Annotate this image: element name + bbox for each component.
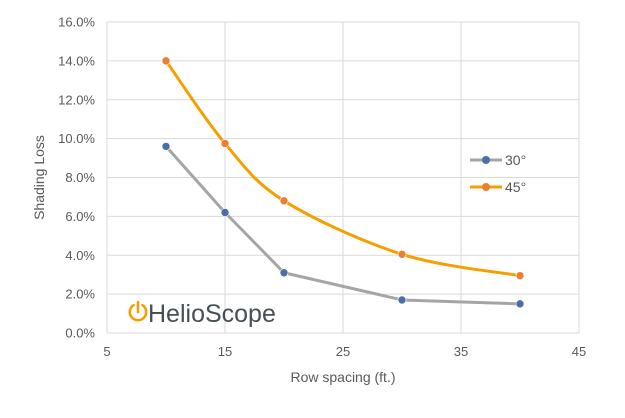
data-point <box>515 271 525 280</box>
series <box>161 56 525 309</box>
legend-marker <box>482 183 490 191</box>
y-tick-label: 14.0% <box>58 53 95 68</box>
data-point <box>279 268 289 278</box>
data-point <box>220 139 230 148</box>
y-tick-label: 2.0% <box>65 287 95 302</box>
x-tick-label: 35 <box>454 344 468 359</box>
logo-text: HelioScope <box>148 300 276 328</box>
data-point <box>161 56 171 66</box>
power-icon <box>128 300 148 322</box>
x-tick-label: 5 <box>103 344 110 359</box>
y-tick-label: 8.0% <box>65 170 95 185</box>
x-tick-label: 45 <box>572 344 586 359</box>
data-point <box>515 299 525 309</box>
y-tick-label: 10.0% <box>58 131 95 146</box>
data-point <box>397 249 407 259</box>
data-point <box>220 208 230 217</box>
x-axis-title: Row spacing (ft.) <box>290 369 395 385</box>
y-tick-label: 0.0% <box>65 326 95 341</box>
legend-label: 30° <box>505 152 526 168</box>
y-tick-label: 16.0% <box>58 15 95 30</box>
y-tick-label: 12.0% <box>58 92 95 107</box>
x-tick-label: 15 <box>218 344 232 359</box>
y-tick-label: 6.0% <box>65 209 95 224</box>
y-tick-label: 4.0% <box>65 248 95 263</box>
data-point <box>397 295 407 305</box>
legend-marker <box>482 156 490 164</box>
y-axis-title: Shading Loss <box>31 135 47 220</box>
helioscope-logo: HelioScope <box>128 300 276 328</box>
grid <box>106 21 580 334</box>
legend: 30° 45° <box>470 152 526 195</box>
x-tick-label: 25 <box>336 344 350 359</box>
data-point <box>279 196 289 206</box>
data-point <box>161 142 171 151</box>
axes: 0.0% 2.0% 4.0% 6.0% 8.0% 10.0% 12.0% 14.0% 16.0%… <box>31 15 586 386</box>
legend-label: 45° <box>505 179 526 195</box>
